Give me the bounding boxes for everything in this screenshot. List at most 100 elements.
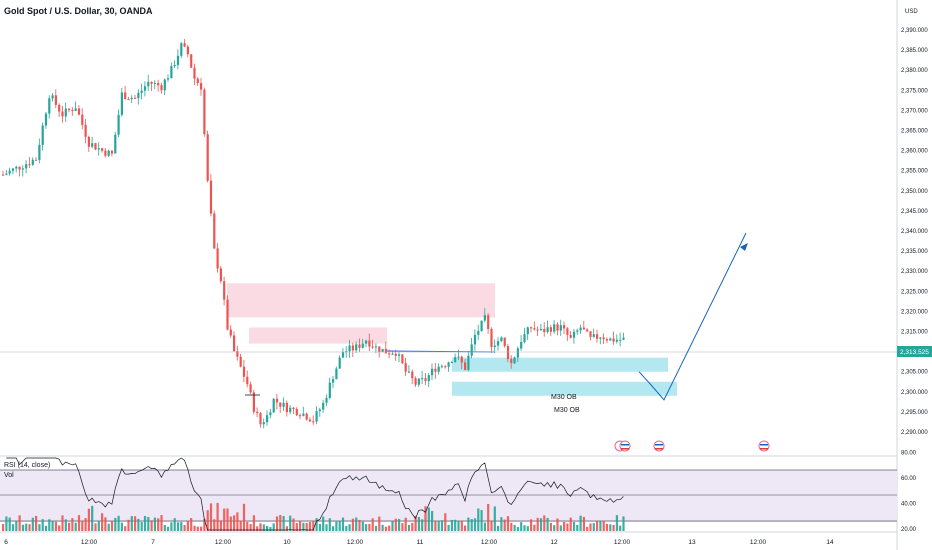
volume-bar	[467, 517, 470, 531]
volume-bar	[526, 526, 529, 531]
volume-bar	[493, 506, 496, 531]
candle-body	[546, 327, 549, 333]
candle-body	[295, 409, 298, 416]
candle-body	[216, 248, 219, 269]
rsi-background	[0, 470, 897, 522]
event-flags[interactable]	[614, 440, 770, 452]
price-tick-label: 2,365.000	[901, 129, 928, 135]
rsi-axis-ticks: 80.00 60.00 40.00 20.00	[901, 450, 917, 533]
candle-body	[203, 89, 206, 135]
candle-body	[325, 397, 328, 403]
candle-body	[137, 92, 140, 99]
zone-box[interactable]	[452, 381, 677, 396]
volume-bar	[124, 526, 127, 531]
candle-body	[421, 378, 424, 380]
zone-box[interactable]	[452, 357, 668, 372]
price-tick-label: 2,380.000	[901, 68, 928, 74]
candle-body	[150, 81, 153, 84]
candle-body	[51, 95, 54, 99]
candle-body	[147, 81, 150, 87]
zone-box[interactable]	[227, 283, 495, 318]
rsi-tick-label: 80.00	[901, 450, 917, 456]
volume-bar	[586, 526, 589, 531]
price-tick-label: 2,390.000	[901, 28, 928, 34]
volume-bar	[549, 522, 552, 531]
volume-bar	[35, 515, 38, 531]
volume-bar	[285, 526, 288, 531]
rsi-tick-label: 40.00	[901, 501, 917, 507]
volume-bar	[48, 519, 51, 531]
candle-body	[424, 378, 427, 382]
candle-body	[153, 82, 156, 84]
price-tick-label: 2,315.000	[901, 330, 928, 336]
volume-bar	[246, 521, 249, 531]
candle-body	[322, 402, 325, 410]
volume-bar	[582, 517, 585, 531]
candle-body	[374, 346, 378, 348]
candle-body	[31, 159, 34, 165]
ob-label-lower: M30 OB	[554, 407, 580, 414]
volume-bar	[338, 521, 341, 531]
candle-body	[473, 334, 477, 345]
candle-body	[256, 411, 259, 414]
volume-bar	[506, 516, 510, 531]
candle-body	[163, 79, 166, 91]
volume-bar	[289, 515, 292, 531]
candle-body	[457, 356, 460, 358]
volume-bar	[520, 522, 523, 531]
volume-bar	[91, 505, 94, 531]
candle-body	[209, 180, 213, 214]
time-tick-label: 10	[283, 539, 291, 546]
volume-bar	[503, 519, 506, 531]
candle-body	[193, 67, 196, 79]
chart-title: Gold Spot / U.S. Dollar, 30, OANDA	[4, 6, 153, 16]
candle-body	[308, 419, 312, 422]
volume-bar	[312, 520, 315, 531]
flag-stripe	[621, 444, 629, 446]
price-tick-label: 2,340.000	[901, 229, 928, 235]
projection-path[interactable]	[638, 232, 747, 401]
volume-bar	[64, 519, 67, 531]
candle-body	[160, 85, 163, 91]
volume-bar	[262, 524, 265, 531]
candle-body	[81, 114, 84, 125]
candle-body	[467, 355, 470, 370]
candle-body	[358, 344, 361, 348]
candle-body	[470, 344, 473, 356]
volume-bar	[242, 503, 246, 531]
candle-body	[229, 329, 232, 336]
candle-body	[464, 362, 467, 370]
candle-body	[563, 325, 566, 329]
volume-bar	[233, 515, 236, 531]
candle-body	[480, 320, 483, 332]
candle-body	[94, 143, 97, 150]
volume-bar	[612, 524, 615, 531]
candle-body	[619, 339, 622, 341]
candle-body	[48, 98, 51, 114]
candle-body	[510, 358, 513, 364]
candle-body	[566, 328, 569, 335]
candle-body	[411, 371, 414, 379]
volume-bar	[592, 523, 595, 531]
volume-bar	[127, 519, 130, 531]
candle-body	[589, 331, 592, 337]
volume-bar	[411, 522, 414, 531]
candle-body	[282, 402, 285, 407]
volume-bar	[61, 515, 64, 531]
volume-bar	[28, 524, 31, 531]
volume-bar	[68, 522, 71, 531]
candle-body	[460, 356, 463, 363]
candle-body	[54, 95, 57, 105]
volume-bar	[305, 523, 308, 531]
volume-bar	[302, 522, 305, 531]
volume-bar	[325, 524, 328, 531]
rsi-line	[6, 457, 624, 531]
volume-bar	[381, 524, 384, 531]
volume-bar	[401, 523, 404, 531]
zone-box[interactable]	[249, 327, 387, 344]
volume-bar	[615, 515, 618, 531]
volume-bar	[483, 522, 486, 531]
candle-body	[381, 348, 384, 353]
candle-body	[559, 325, 562, 331]
